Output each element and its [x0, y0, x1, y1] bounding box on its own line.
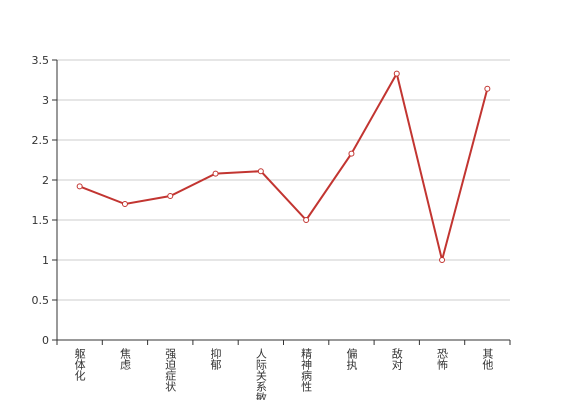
- y-tick-label: 3: [42, 94, 49, 107]
- series-line: [79, 70, 489, 261]
- x-tick-label: 焦虑: [118, 348, 131, 370]
- y-tick-label: 1: [42, 254, 49, 267]
- y-tick-label: 1.5: [32, 214, 50, 227]
- y-tick-label: 0.5: [32, 294, 50, 307]
- y-tick-label: 3.5: [32, 54, 50, 67]
- data-point: [348, 150, 355, 157]
- x-tick-label: 精神病性: [300, 348, 313, 393]
- x-tick-label: 敌对: [390, 347, 403, 370]
- x-tick-label: 强迫症状: [164, 348, 177, 392]
- data-point: [393, 70, 400, 77]
- y-tick-label: 2: [42, 174, 49, 187]
- data-point: [257, 168, 264, 175]
- y-tick-label: 0: [42, 334, 49, 347]
- data-point: [212, 170, 219, 177]
- x-tick-label: 躯体化: [73, 348, 86, 382]
- x-tick-label: 抑郁: [209, 347, 222, 370]
- data-point: [121, 201, 128, 207]
- x-tick-label: 偏执: [345, 347, 358, 371]
- data-point: [484, 85, 491, 92]
- data-point: [439, 257, 446, 263]
- x-tick-label: 恐怖: [436, 348, 449, 370]
- data-point: [167, 193, 174, 199]
- y-tick-label: 2.5: [32, 134, 50, 147]
- data-point: [76, 183, 83, 190]
- data-point: [303, 217, 310, 223]
- x-tick-label: 人际关系敏感: [254, 348, 267, 400]
- x-tick-label: 其他: [481, 348, 494, 370]
